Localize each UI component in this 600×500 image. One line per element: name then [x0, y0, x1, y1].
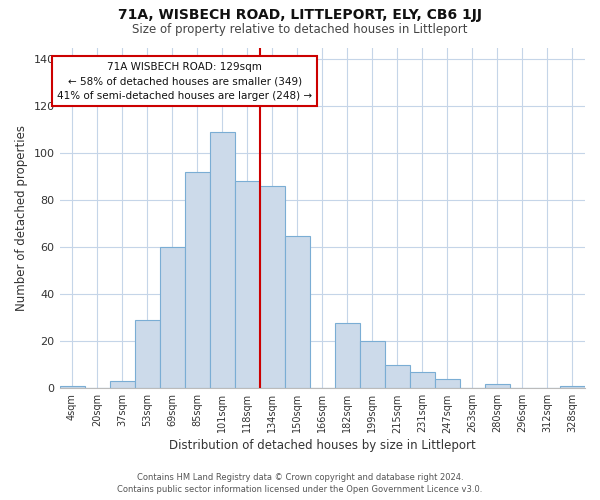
Bar	[335, 322, 360, 388]
X-axis label: Distribution of detached houses by size in Littleport: Distribution of detached houses by size …	[169, 440, 476, 452]
Bar	[485, 384, 510, 388]
Bar	[385, 365, 410, 388]
Y-axis label: Number of detached properties: Number of detached properties	[15, 125, 28, 311]
Bar	[59, 386, 85, 388]
Text: Size of property relative to detached houses in Littleport: Size of property relative to detached ho…	[132, 22, 468, 36]
Bar	[160, 248, 185, 388]
Bar	[209, 132, 235, 388]
Text: Contains HM Land Registry data © Crown copyright and database right 2024.
Contai: Contains HM Land Registry data © Crown c…	[118, 472, 482, 494]
Bar	[360, 342, 385, 388]
Bar	[260, 186, 285, 388]
Bar	[410, 372, 435, 388]
Bar	[435, 379, 460, 388]
Text: 71A WISBECH ROAD: 129sqm
← 58% of detached houses are smaller (349)
41% of semi-: 71A WISBECH ROAD: 129sqm ← 58% of detach…	[57, 62, 312, 101]
Bar	[235, 182, 260, 388]
Bar	[134, 320, 160, 388]
Bar	[560, 386, 585, 388]
Text: 71A, WISBECH ROAD, LITTLEPORT, ELY, CB6 1JJ: 71A, WISBECH ROAD, LITTLEPORT, ELY, CB6 …	[118, 8, 482, 22]
Bar	[110, 382, 134, 388]
Bar	[185, 172, 209, 388]
Bar	[285, 236, 310, 388]
